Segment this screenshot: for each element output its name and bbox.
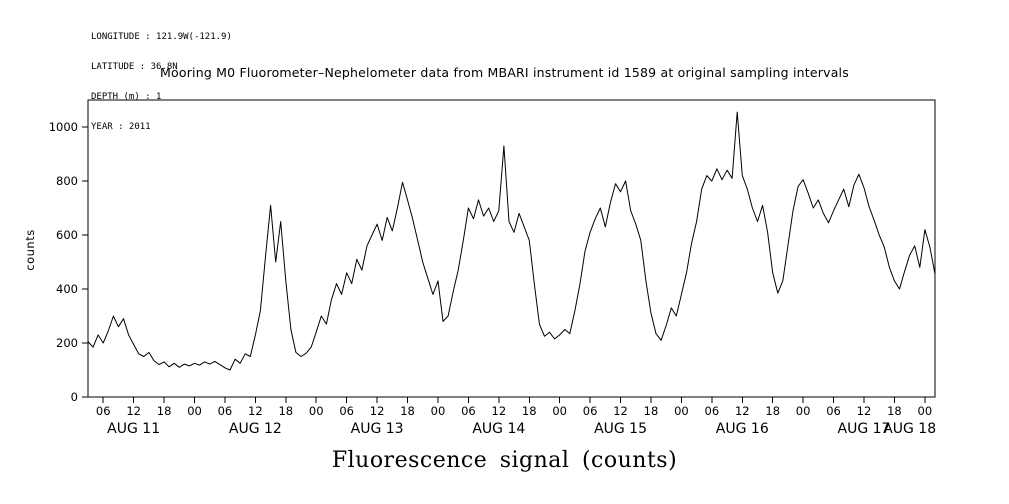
day-label: AUG 13: [351, 421, 404, 437]
x-tick-label: 12: [857, 404, 872, 418]
x-tick-label: 18: [157, 404, 172, 418]
x-tick-label: 06: [583, 404, 598, 418]
meta-depth: DEPTH (m) : 1: [91, 92, 162, 102]
metadata-block: LONGITUDE : 121.9W(-121.9) LATITUDE : 36…: [91, 12, 232, 152]
x-tick-label: 00: [918, 404, 933, 418]
x-tick-label: 06: [461, 404, 476, 418]
day-label: AUG 12: [229, 421, 282, 437]
y-tick-label: 800: [56, 174, 78, 188]
x-tick-label: 18: [644, 404, 659, 418]
x-tick-label: 12: [613, 404, 628, 418]
x-tick-label: 00: [796, 404, 811, 418]
x-tick-label: 12: [735, 404, 750, 418]
x-tick-label: 06: [96, 404, 111, 418]
x-tick-label: 06: [705, 404, 720, 418]
x-axis-caption: Fluorescence signal (counts): [331, 448, 678, 473]
x-tick-label: 18: [278, 404, 293, 418]
y-tick-label: 600: [56, 228, 78, 242]
x-tick-label: 18: [765, 404, 780, 418]
y-tick-label: 1000: [49, 120, 78, 134]
day-label: AUG 18: [883, 421, 936, 437]
x-tick-label: 12: [248, 404, 263, 418]
x-tick-label: 06: [218, 404, 233, 418]
x-tick-label: 12: [370, 404, 385, 418]
plot-frame: [87, 99, 936, 398]
x-tick-label: 12: [126, 404, 141, 418]
plot-title: Mooring M0 Fluorometer–Nephelometer data…: [160, 65, 849, 80]
x-tick-label: 00: [309, 404, 324, 418]
x-tick-label: 12: [492, 404, 507, 418]
meta-year: YEAR : 2011: [91, 122, 151, 132]
y-tick-label: 400: [56, 282, 78, 296]
x-tick-label: 18: [522, 404, 537, 418]
meta-longitude: LONGITUDE : 121.9W(-121.9): [91, 32, 232, 42]
x-tick-label: 00: [674, 404, 689, 418]
day-label: AUG 15: [594, 421, 647, 437]
y-tick-label: 0: [71, 390, 78, 404]
day-label: AUG 17: [838, 421, 891, 437]
y-axis-label: counts: [23, 229, 37, 271]
x-tick-label: 18: [400, 404, 415, 418]
day-label: AUG 11: [107, 421, 160, 437]
x-tick-label: 00: [552, 404, 567, 418]
x-tick-label: 06: [339, 404, 354, 418]
x-tick-label: 00: [431, 404, 446, 418]
x-tick-label: 06: [826, 404, 841, 418]
x-tick-label: 18: [887, 404, 902, 418]
day-label: AUG 14: [472, 421, 525, 437]
x-tick-label: 00: [187, 404, 202, 418]
meta-latitude: LATITUDE : 36.8N: [91, 62, 178, 72]
y-tick-label: 200: [56, 336, 78, 350]
day-label: AUG 16: [716, 421, 769, 437]
series-fluorescence_counts: [87, 111, 936, 371]
